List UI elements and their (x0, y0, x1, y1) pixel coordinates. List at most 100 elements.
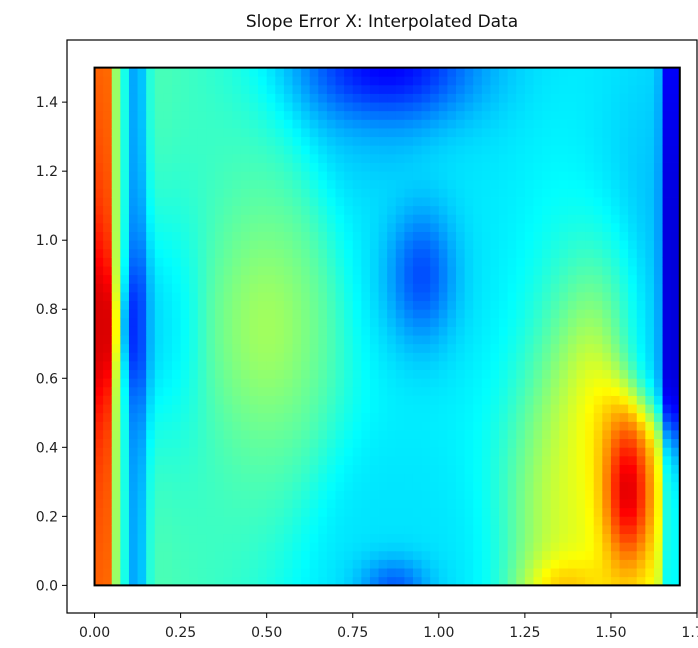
heatmap-cell (533, 102, 543, 112)
heatmap-cell (593, 110, 603, 120)
heatmap-cell (430, 145, 440, 155)
heatmap-cell (412, 222, 422, 232)
heatmap-cell (103, 274, 113, 284)
heatmap-cell (146, 386, 156, 396)
heatmap-cell (576, 490, 586, 500)
heatmap-cell (283, 110, 293, 120)
heatmap-cell (438, 516, 448, 526)
heatmap-cell (507, 542, 517, 552)
heatmap-cell (240, 309, 250, 319)
heatmap-cell (292, 335, 302, 345)
heatmap-cells (94, 67, 681, 586)
heatmap-cell (456, 119, 466, 129)
heatmap-cell (154, 438, 164, 448)
heatmap-cell (456, 438, 466, 448)
heatmap-cell (542, 490, 552, 500)
heatmap-cell (128, 162, 138, 172)
heatmap-cell (593, 473, 603, 483)
heatmap-cell (619, 145, 629, 155)
heatmap-cell (111, 343, 121, 353)
heatmap-cell (154, 205, 164, 215)
heatmap-cell (610, 197, 620, 207)
heatmap-cell (352, 93, 362, 103)
heatmap-cell (223, 464, 233, 474)
heatmap-cell (206, 412, 216, 422)
heatmap-cell (301, 102, 311, 112)
heatmap-cell (215, 568, 225, 578)
heatmap-cell (387, 550, 397, 560)
heatmap-cell (610, 568, 620, 578)
heatmap-cell (602, 361, 612, 371)
heatmap-cell (550, 421, 560, 431)
heatmap-cell (163, 102, 173, 112)
heatmap-cell (576, 266, 586, 276)
heatmap-cell (275, 369, 285, 379)
heatmap-cell (335, 93, 345, 103)
heatmap-cell (516, 335, 526, 345)
heatmap-cell (473, 361, 483, 371)
heatmap-cell (352, 84, 362, 94)
heatmap-cell (361, 473, 371, 483)
heatmap-cell (662, 119, 672, 129)
heatmap-cell (120, 378, 130, 388)
heatmap-cell (335, 447, 345, 457)
heatmap-cell (662, 412, 672, 422)
heatmap-cell (369, 438, 379, 448)
heatmap-cell (447, 559, 457, 569)
heatmap-cell (283, 162, 293, 172)
heatmap-cell (283, 464, 293, 474)
heatmap-cell (206, 171, 216, 181)
heatmap-cell (499, 171, 509, 181)
heatmap-cell (387, 576, 397, 586)
heatmap-cell (137, 455, 147, 465)
heatmap-cell (559, 559, 569, 569)
heatmap-cell (593, 369, 603, 379)
heatmap-cell (585, 93, 595, 103)
heatmap-cell (533, 93, 543, 103)
heatmap-cell (636, 499, 646, 509)
heatmap-cell (421, 404, 431, 414)
heatmap-cell (671, 430, 681, 440)
heatmap-cell (507, 352, 517, 362)
heatmap-cell (215, 533, 225, 543)
heatmap-cell (456, 343, 466, 353)
heatmap-cell (447, 369, 457, 379)
heatmap-cell (154, 395, 164, 405)
heatmap-cell (283, 559, 293, 569)
heatmap-cell (593, 84, 603, 94)
heatmap-cell (128, 507, 138, 517)
heatmap-cell (309, 266, 319, 276)
heatmap-cell (404, 110, 414, 120)
heatmap-cell (120, 499, 130, 509)
heatmap-cell (645, 455, 655, 465)
heatmap-cell (249, 300, 259, 310)
heatmap-cell (266, 171, 276, 181)
heatmap-cell (412, 430, 422, 440)
heatmap-cell (456, 490, 466, 500)
heatmap-cell (585, 266, 595, 276)
heatmap-cell (369, 421, 379, 431)
heatmap-cell (421, 171, 431, 181)
heatmap-cell (662, 162, 672, 172)
heatmap-cell (378, 490, 388, 500)
heatmap-cell (352, 490, 362, 500)
heatmap-cell (283, 197, 293, 207)
heatmap-cell (412, 136, 422, 146)
heatmap-cell (352, 473, 362, 483)
heatmap-cell (309, 550, 319, 560)
heatmap-cell (180, 257, 190, 267)
heatmap-cell (309, 455, 319, 465)
heatmap-cell (559, 533, 569, 543)
heatmap-cell (163, 352, 173, 362)
heatmap-cell (507, 128, 517, 138)
heatmap-cell (567, 119, 577, 129)
heatmap-cell (671, 205, 681, 215)
heatmap-cell (352, 499, 362, 509)
heatmap-cell (172, 266, 182, 276)
heatmap-cell (120, 438, 130, 448)
heatmap-cell (103, 110, 113, 120)
heatmap-cell (671, 136, 681, 146)
heatmap-cell (507, 447, 517, 457)
heatmap-cell (378, 257, 388, 267)
heatmap-cell (671, 283, 681, 293)
